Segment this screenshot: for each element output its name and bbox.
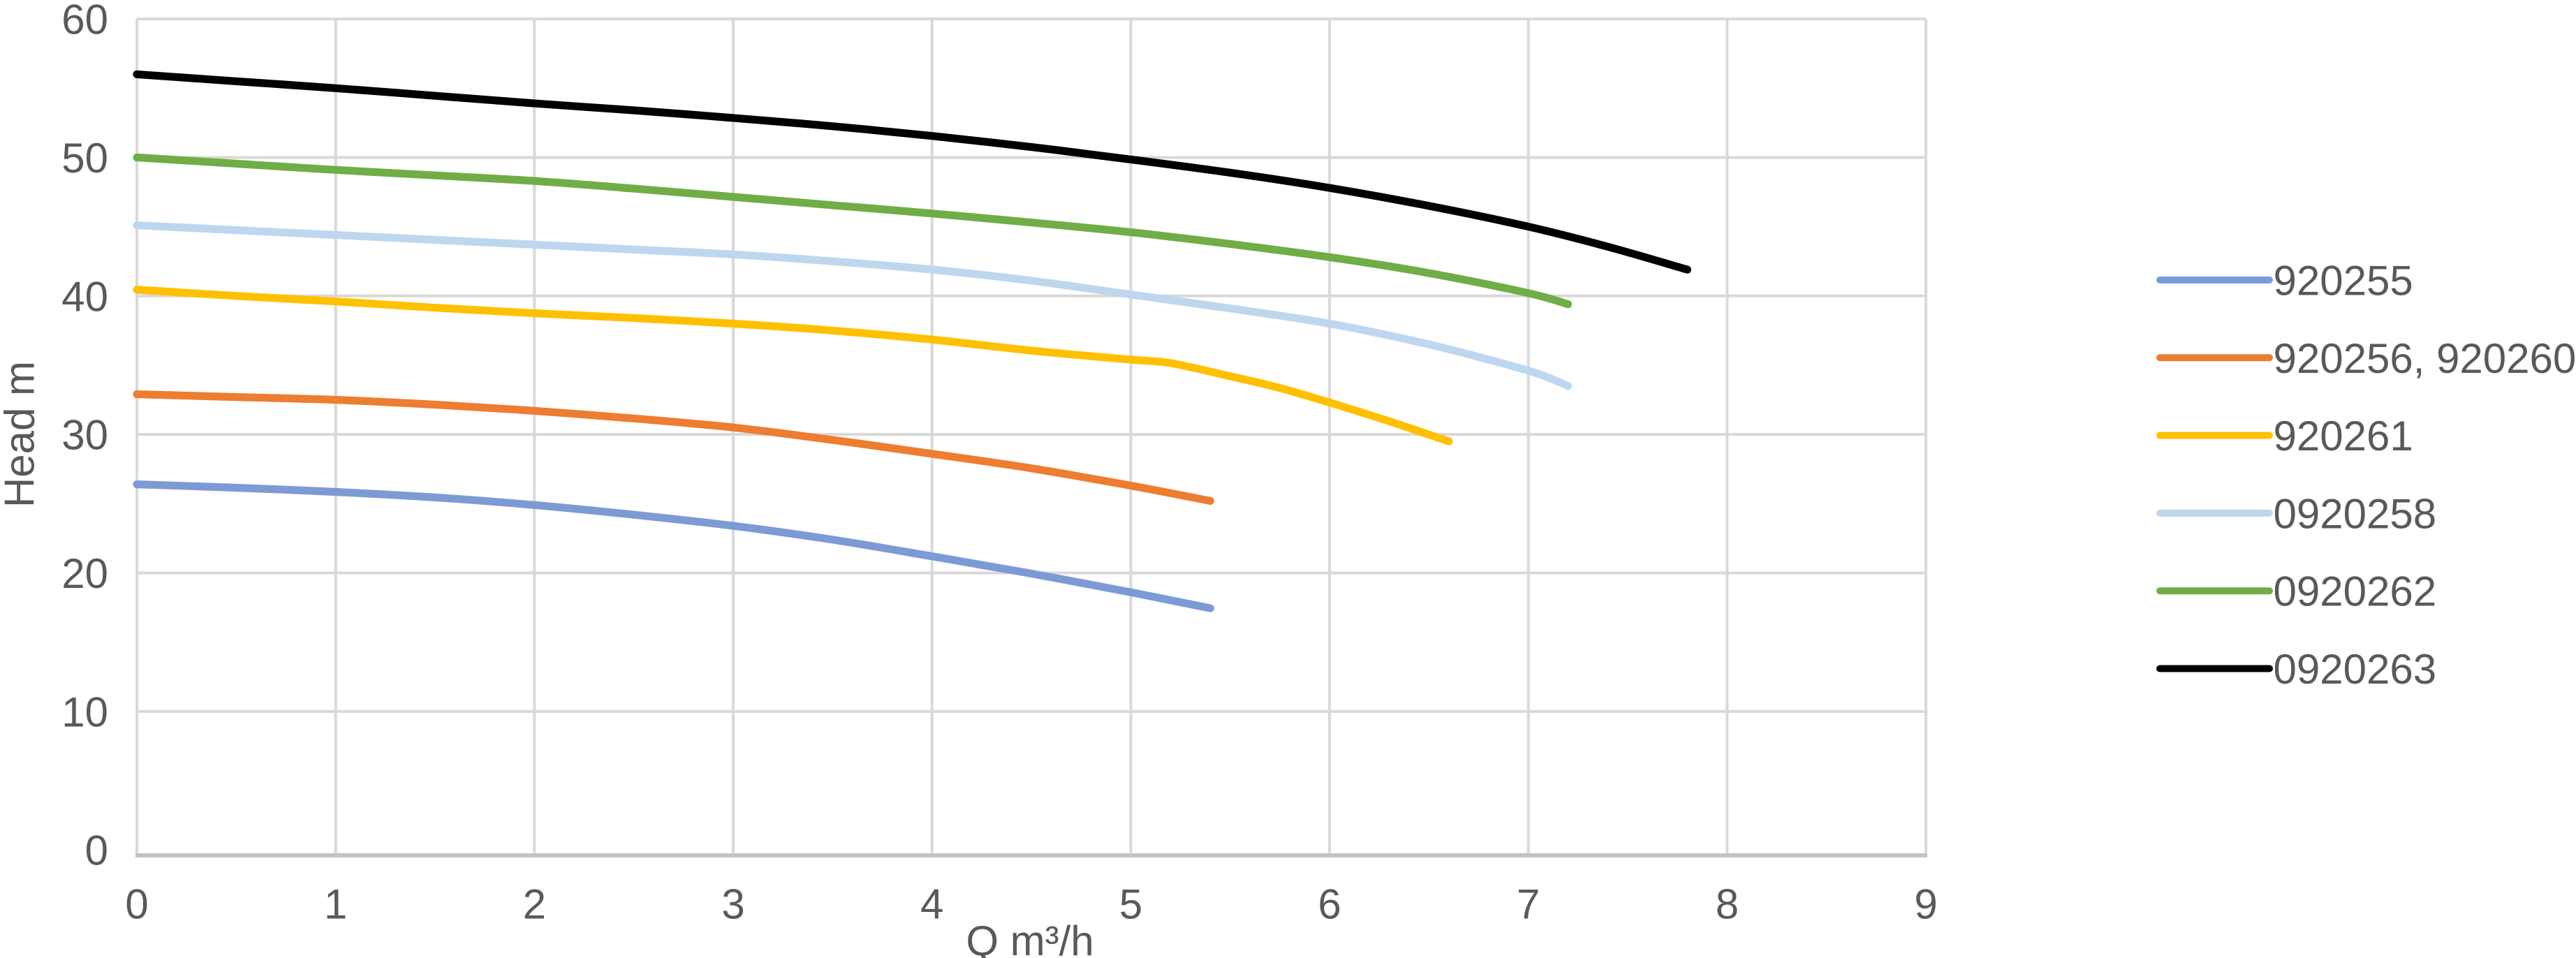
- svg-text:40: 40: [61, 273, 108, 320]
- svg-text:920255: 920255: [2274, 258, 2413, 304]
- svg-text:9: 9: [1914, 881, 1937, 928]
- svg-text:Head m: Head m: [0, 361, 43, 508]
- svg-text:0920258: 0920258: [2274, 490, 2437, 537]
- svg-text:8: 8: [1716, 881, 1739, 928]
- svg-text:50: 50: [61, 135, 108, 182]
- svg-text:4: 4: [920, 881, 943, 928]
- svg-text:30: 30: [61, 412, 108, 459]
- svg-text:1: 1: [324, 881, 347, 928]
- svg-text:0920262: 0920262: [2274, 568, 2437, 615]
- svg-text:0920263: 0920263: [2274, 646, 2437, 693]
- svg-text:2: 2: [523, 881, 546, 928]
- svg-text:920261: 920261: [2274, 413, 2413, 459]
- svg-text:6: 6: [1318, 881, 1341, 928]
- svg-text:920256, 920260: 920256, 920260: [2274, 335, 2576, 382]
- svg-text:10: 10: [61, 688, 108, 735]
- svg-text:Q m³/h: Q m³/h: [966, 918, 1094, 958]
- svg-text:60: 60: [61, 0, 108, 43]
- svg-text:5: 5: [1119, 881, 1142, 928]
- svg-text:7: 7: [1517, 881, 1540, 928]
- svg-text:3: 3: [721, 881, 744, 928]
- svg-text:20: 20: [61, 550, 108, 597]
- svg-text:0: 0: [85, 827, 108, 874]
- svg-text:0: 0: [125, 881, 148, 928]
